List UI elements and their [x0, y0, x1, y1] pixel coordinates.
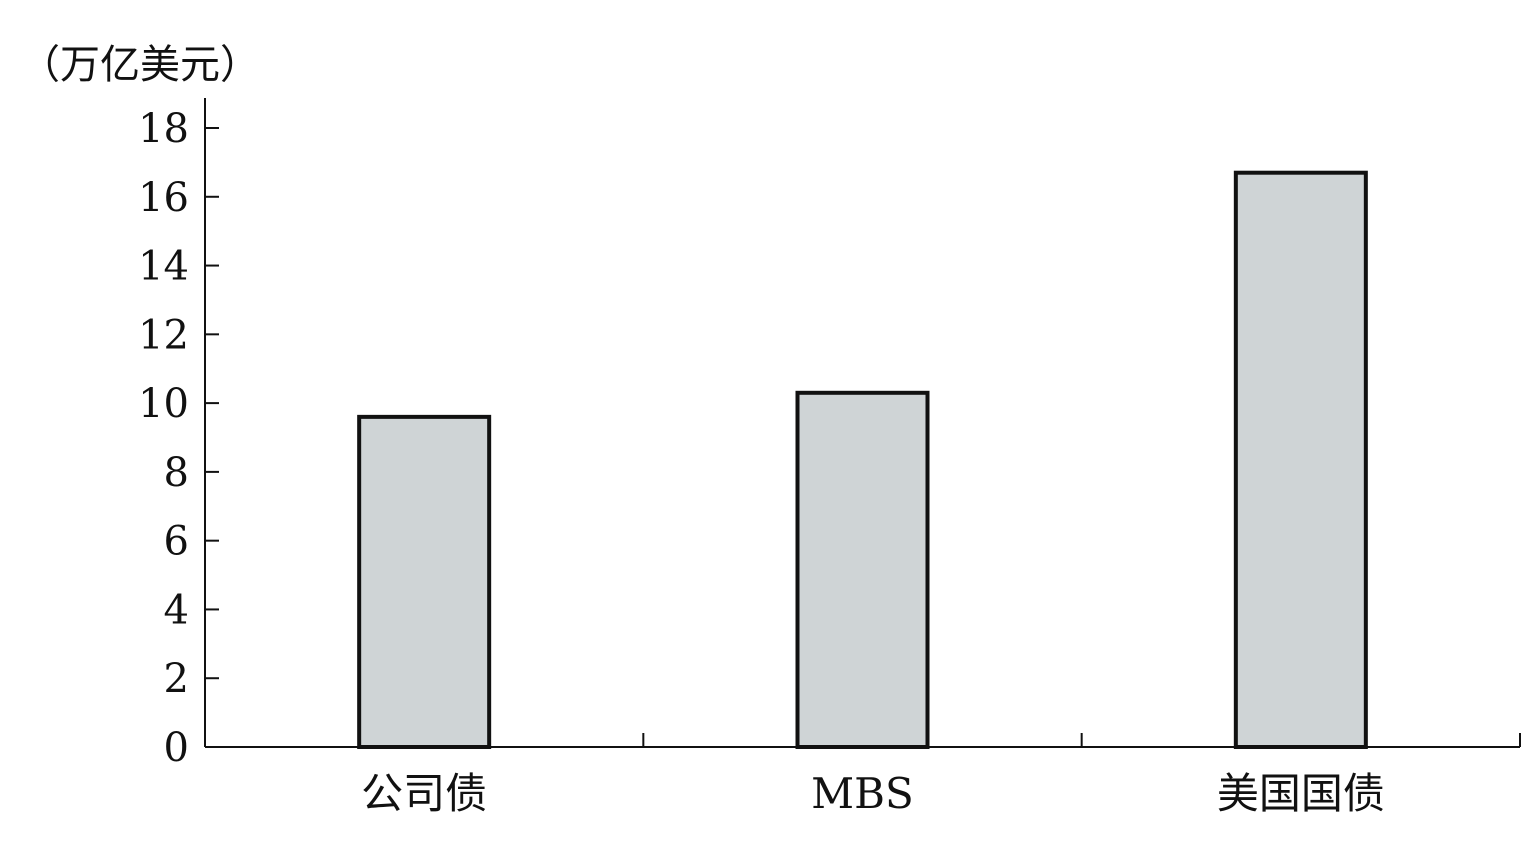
axes-group — [204, 98, 1521, 748]
bars-group — [357, 170, 1368, 749]
y-tick-label: 8 — [164, 450, 189, 496]
y-tick-label: 16 — [138, 175, 189, 221]
y-tick-label: 2 — [164, 656, 189, 702]
bar-2 — [795, 390, 930, 749]
bar-1 — [357, 414, 492, 749]
y-tick-label: 6 — [164, 519, 189, 565]
y-tick-label: 18 — [138, 106, 189, 152]
y-unit-label: （万亿美元） — [20, 42, 260, 88]
y-tick-label: 0 — [164, 725, 189, 771]
x-category-label: 公司债 — [361, 769, 487, 818]
bar-3 — [1233, 170, 1368, 749]
x-category-label: MBS — [811, 769, 914, 818]
y-tick-label: 10 — [138, 381, 189, 427]
y-tick-label: 12 — [138, 312, 189, 358]
y-tick-label: 14 — [138, 244, 189, 290]
x-labels-group: 公司债 MBS 美国国债 — [361, 769, 1385, 818]
y-ticks-group: 0 2 4 6 8 10 12 14 16 18 — [138, 106, 219, 771]
y-tick-label: 4 — [164, 587, 189, 633]
x-category-label: 美国国债 — [1217, 769, 1385, 818]
